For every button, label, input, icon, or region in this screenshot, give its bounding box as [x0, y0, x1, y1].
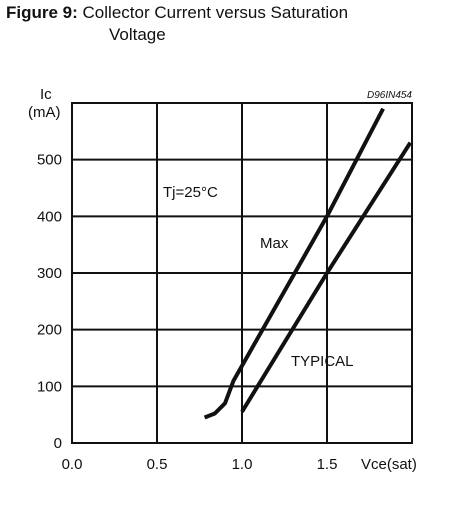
x-tick-label: 1.5: [317, 456, 338, 473]
y-tick-label: 100: [37, 378, 62, 395]
x-axis-label: Vce(sat): [361, 456, 417, 473]
x-tick-label: 1.0: [232, 456, 253, 473]
x-tick-label: 0.5: [147, 456, 168, 473]
x-tick-labels: 0.0 0.5 1.0 1.5: [62, 456, 338, 473]
y-axis-label-line1: Ic: [40, 86, 52, 103]
figure-caption: Figure 9: Collector Current versus Satur…: [6, 2, 348, 46]
condition-label: Tj=25°C: [163, 184, 218, 201]
typical-curve-label: TYPICAL: [291, 353, 354, 370]
x-tick-label: 0.0: [62, 456, 83, 473]
max-curve-label: Max: [260, 235, 289, 252]
figure-label: Figure 9:: [6, 3, 78, 22]
plot-frame: [71, 102, 413, 444]
figure-title-line1: Collector Current versus Saturation: [82, 3, 349, 22]
y-tick-label: 200: [37, 322, 62, 339]
figure-title-line2: Voltage: [109, 25, 166, 44]
y-axis-label-line2: (mA): [28, 104, 61, 121]
series-line-max: [203, 107, 385, 420]
y-tick-labels: 0 100 200 300 400 500: [37, 152, 62, 452]
y-tick-label: 500: [37, 152, 62, 169]
series-line-typical: [240, 141, 412, 413]
y-tick-label: 400: [37, 208, 62, 225]
y-tick-label: 300: [37, 265, 62, 282]
drawing-code: D96IN454: [367, 90, 412, 101]
series-lines: [203, 107, 412, 420]
y-tick-label: 0: [54, 435, 62, 452]
